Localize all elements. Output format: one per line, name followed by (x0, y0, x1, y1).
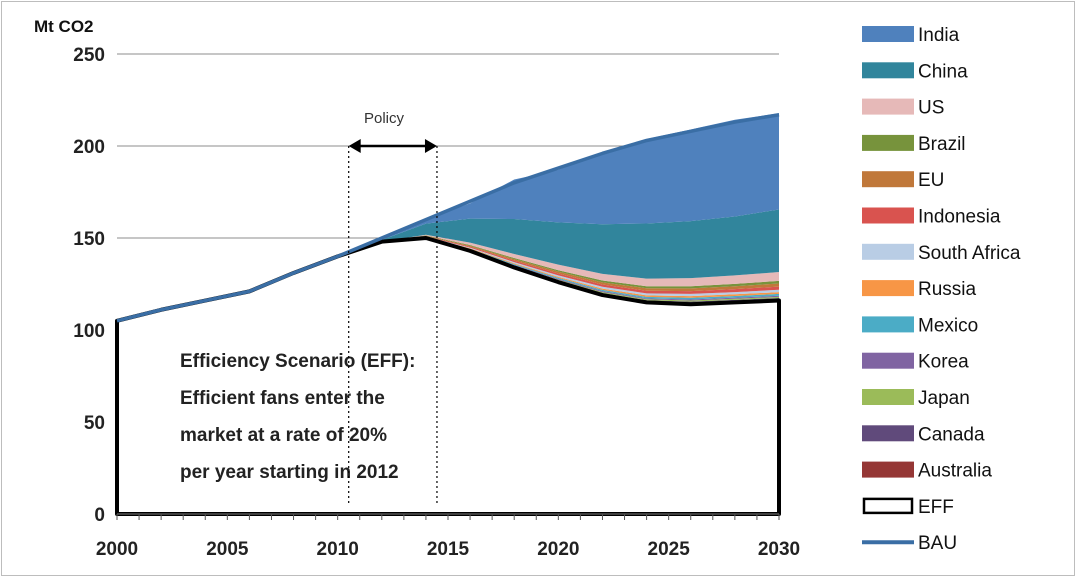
legend-swatch-australia (862, 461, 914, 478)
policy-label: Policy (364, 110, 405, 127)
legend-label-south-africa: South Africa (918, 243, 1021, 264)
tick-labels: 0 50 100 150 200 250 2000 2005 2010 2015 2020 2025 2… (73, 45, 800, 560)
legend-swatch-korea (862, 352, 914, 369)
x-tick-2030: 2030 (758, 539, 800, 560)
x-tick-2020: 2020 (537, 539, 579, 560)
area-series (117, 113, 779, 321)
legend-label-us: US (918, 98, 944, 119)
scenario-line-3: market at a rate of 20% (180, 425, 387, 446)
legend-label-canada: Canada (918, 424, 985, 445)
y-tick-100: 100 (73, 321, 105, 342)
bau-line (116, 112, 780, 323)
y-tick-200: 200 (73, 137, 105, 158)
legend-swatch-us (862, 98, 914, 115)
legend-swatch-mexico (862, 316, 914, 333)
legend-label-india: India (918, 25, 960, 46)
scenario-lines (115, 112, 781, 516)
annotations: Policy Efficiency Scenario (EFF): Effici… (180, 110, 438, 506)
legend-label-eu: EU (918, 170, 944, 191)
legend-label-japan: Japan (918, 388, 970, 409)
x-tick-2025: 2025 (648, 539, 691, 560)
area-india (117, 113, 779, 321)
legend-swatch-canada (862, 425, 914, 442)
policy-arrowhead-left (348, 139, 361, 153)
legend-label-russia: Russia (918, 279, 977, 300)
y-axis-label: Mt CO2 (34, 17, 94, 36)
legend-label-china: China (918, 61, 968, 82)
legend-label-eff: EFF (918, 497, 954, 518)
legend-swatch-russia (862, 280, 914, 297)
legend-swatch-india (862, 26, 914, 42)
x-tick-2010: 2010 (317, 539, 359, 560)
x-tick-2005: 2005 (206, 539, 249, 560)
legend-swatch-china (862, 62, 914, 79)
scenario-line-2: Efficient fans enter the (180, 388, 385, 409)
legend-label-australia: Australia (918, 461, 992, 482)
legend-swatch-south-africa (862, 243, 914, 260)
legend-swatch-indonesia (862, 207, 914, 224)
legend-swatch-eff (862, 497, 914, 515)
legend-label-korea: Korea (918, 352, 969, 373)
area-china (117, 209, 779, 321)
legend-label-indonesia: Indonesia (918, 207, 1001, 228)
legend-swatch-brazil (862, 134, 914, 151)
policy-arrowhead-right (424, 139, 437, 153)
legend: India China US Brazil EU Indonesia South Afric… (862, 25, 1021, 554)
y-tick-250: 250 (73, 45, 105, 66)
y-tick-0: 0 (94, 505, 105, 526)
x-tick-2000: 2000 (96, 539, 138, 560)
legend-label-bau: BAU (918, 533, 957, 554)
y-tick-50: 50 (84, 413, 105, 434)
scenario-line-1: Efficiency Scenario (EFF): (180, 351, 415, 372)
legend-label-brazil: Brazil (918, 134, 966, 155)
scenario-line-4: per year starting in 2012 (180, 462, 399, 483)
legend-swatch-japan (862, 389, 914, 405)
axes (116, 513, 780, 520)
x-tick-2015: 2015 (427, 539, 470, 560)
y-tick-150: 150 (73, 229, 105, 250)
legend-label-mexico: Mexico (918, 315, 978, 336)
legend-swatch-eu (862, 171, 914, 188)
